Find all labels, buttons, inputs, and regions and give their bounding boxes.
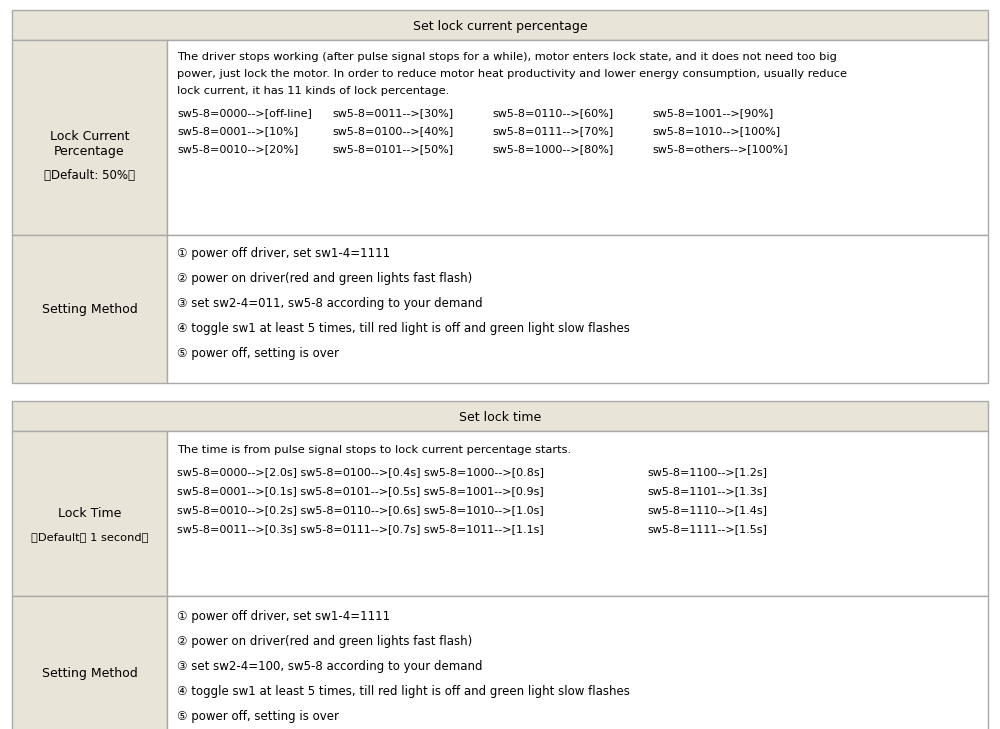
Text: sw5-8=1110-->[1.4s]: sw5-8=1110-->[1.4s] [647, 505, 767, 515]
Text: sw5-8=1010-->[100%]: sw5-8=1010-->[100%] [652, 126, 780, 136]
Text: sw5-8=1001-->[90%]: sw5-8=1001-->[90%] [652, 108, 773, 118]
Bar [12, 235, 167, 383]
Text: lock current, it has 11 kinds of lock percentage.: lock current, it has 11 kinds of lock pe… [177, 86, 449, 96]
Bar [167, 235, 988, 383]
Text: Set lock time: Set lock time [459, 410, 541, 424]
Text: sw5-8=1101-->[1.3s]: sw5-8=1101-->[1.3s] [647, 486, 767, 496]
Text: The driver stops working (after pulse signal stops for a while), motor enters lo: The driver stops working (after pulse si… [177, 52, 837, 62]
Text: power, just lock the motor. In order to reduce motor heat productivity and lower: power, just lock the motor. In order to … [177, 69, 847, 79]
Text: sw5-8=0001-->[0.1s] sw5-8=0101-->[0.5s] sw5-8=1001-->[0.9s]: sw5-8=0001-->[0.1s] sw5-8=0101-->[0.5s] … [177, 486, 544, 496]
Text: sw5-8=0100-->[40%]: sw5-8=0100-->[40%] [332, 126, 453, 136]
Text: Set lock current percentage: Set lock current percentage [413, 20, 587, 33]
Text: sw5-8=0011-->[30%]: sw5-8=0011-->[30%] [332, 108, 453, 118]
Bar [167, 596, 988, 729]
Text: sw5-8=0111-->[70%]: sw5-8=0111-->[70%] [492, 126, 613, 136]
Text: ③ set sw2-4=011, sw5-8 according to your demand: ③ set sw2-4=011, sw5-8 according to your… [177, 297, 483, 310]
Text: sw5-8=0000-->[off-line]: sw5-8=0000-->[off-line] [177, 108, 312, 118]
Bar [12, 596, 167, 729]
Text: sw5-8=0000-->[2.0s] sw5-8=0100-->[0.4s] sw5-8=1000-->[0.8s]: sw5-8=0000-->[2.0s] sw5-8=0100-->[0.4s] … [177, 467, 544, 477]
Text: （Default： 1 second）: （Default： 1 second） [31, 532, 148, 542]
Text: sw5-8=0110-->[60%]: sw5-8=0110-->[60%] [492, 108, 613, 118]
Text: sw5-8=0010-->[0.2s] sw5-8=0110-->[0.6s] sw5-8=1010-->[1.0s]: sw5-8=0010-->[0.2s] sw5-8=0110-->[0.6s] … [177, 505, 544, 515]
Bar [12, 40, 167, 235]
Text: Lock Current
Percentage: Lock Current Percentage [50, 130, 129, 157]
Text: ② power on driver(red and green lights fast flash): ② power on driver(red and green lights f… [177, 272, 472, 285]
Text: ① power off driver, set sw1-4=1111: ① power off driver, set sw1-4=1111 [177, 247, 390, 260]
Text: Setting Method: Setting Method [42, 303, 137, 316]
Text: sw5-8=0010-->[20%]: sw5-8=0010-->[20%] [177, 144, 298, 154]
Text: ① power off driver, set sw1-4=1111: ① power off driver, set sw1-4=1111 [177, 610, 390, 623]
Bar [167, 431, 988, 596]
Text: ③ set sw2-4=100, sw5-8 according to your demand: ③ set sw2-4=100, sw5-8 according to your… [177, 660, 482, 673]
Bar [167, 40, 988, 235]
Text: sw5-8=0001-->[10%]: sw5-8=0001-->[10%] [177, 126, 298, 136]
Text: （Default: 50%）: （Default: 50%） [44, 169, 135, 182]
Text: Lock Time: Lock Time [58, 507, 121, 520]
Text: ⑤ power off, setting is over: ⑤ power off, setting is over [177, 710, 339, 723]
Text: sw5-8=0101-->[50%]: sw5-8=0101-->[50%] [332, 144, 453, 154]
Text: sw5-8=1000-->[80%]: sw5-8=1000-->[80%] [492, 144, 613, 154]
Bar [12, 401, 988, 431]
Text: Setting Method: Setting Method [42, 667, 137, 680]
Bar [12, 10, 988, 40]
Text: ④ toggle sw1 at least 5 times, till red light is off and green light slow flashe: ④ toggle sw1 at least 5 times, till red … [177, 322, 630, 335]
Text: sw5-8=0011-->[0.3s] sw5-8=0111-->[0.7s] sw5-8=1011-->[1.1s]: sw5-8=0011-->[0.3s] sw5-8=0111-->[0.7s] … [177, 524, 544, 534]
Text: sw5-8=others-->[100%]: sw5-8=others-->[100%] [652, 144, 788, 154]
Text: ④ toggle sw1 at least 5 times, till red light is off and green light slow flashe: ④ toggle sw1 at least 5 times, till red … [177, 685, 630, 698]
Text: ⑤ power off, setting is over: ⑤ power off, setting is over [177, 347, 339, 360]
Text: sw5-8=1100-->[1.2s]: sw5-8=1100-->[1.2s] [647, 467, 767, 477]
Text: The time is from pulse signal stops to lock current percentage starts.: The time is from pulse signal stops to l… [177, 445, 571, 455]
Bar [12, 431, 167, 596]
Text: ② power on driver(red and green lights fast flash): ② power on driver(red and green lights f… [177, 635, 472, 648]
Text: sw5-8=1111-->[1.5s]: sw5-8=1111-->[1.5s] [647, 524, 767, 534]
